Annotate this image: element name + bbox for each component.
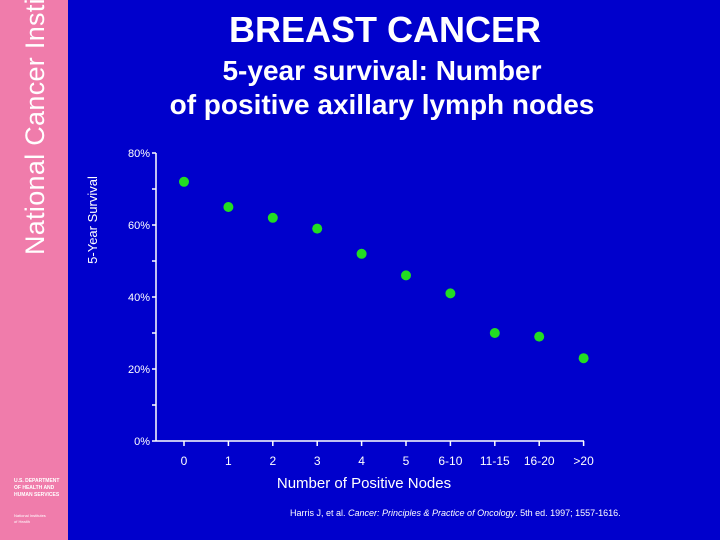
- x-tick-label: >20: [573, 454, 594, 468]
- citation-journal: Cancer: Principles & Practice of Oncolog…: [348, 508, 516, 518]
- citation: Harris J, et al. Cancer: Principles & Pr…: [290, 508, 710, 518]
- data-point: [312, 223, 323, 234]
- x-tick-label: 0: [181, 454, 188, 468]
- x-tick-label: 5: [403, 454, 410, 468]
- data-point: [267, 212, 278, 223]
- data-point: [534, 331, 545, 342]
- x-tick-label: 11-15: [480, 454, 510, 468]
- dept-line: Human Services: [14, 492, 60, 498]
- x-tick-label: 1: [225, 454, 232, 468]
- x-tick-label: 3: [314, 454, 321, 468]
- data-point: [489, 328, 500, 338]
- x-tick-label: 2: [269, 454, 276, 468]
- x-axis-label: Number of Positive Nodes: [277, 475, 451, 492]
- subtitle-line-1: 5-year survival: Number: [222, 55, 542, 86]
- x-tick-label: 16-20: [524, 454, 555, 468]
- citation-authors: Harris J, et al.: [290, 508, 349, 518]
- citation-details: . 5th ed. 1997; 1557-1616.: [515, 508, 621, 518]
- sidebar: National Cancer Institute U.S. Departmen…: [0, 0, 68, 540]
- data-point: [401, 270, 411, 281]
- page-subtitle: 5-year survival: Number of positive axil…: [112, 54, 652, 122]
- nih-text: National Institutes of Health: [14, 513, 68, 525]
- data-point: [356, 248, 367, 259]
- y-tick-label: 40%: [128, 292, 150, 304]
- x-tick-label: 6-10: [438, 454, 462, 468]
- nih-line: of Health: [14, 519, 31, 524]
- y-tick-label: 80%: [128, 148, 150, 160]
- x-tick-label: 4: [358, 454, 365, 468]
- y-tick-label: 60%: [128, 220, 150, 232]
- y-tick-label: 20%: [128, 364, 150, 376]
- hhs-logo-text: U.S. Department of Health and Human Serv…: [14, 478, 68, 499]
- page-title: BREAST CANCER: [228, 9, 541, 50]
- dept-line: U.S. Department: [14, 478, 60, 484]
- data-point: [445, 288, 456, 299]
- data-point: [179, 176, 189, 187]
- nih-line: National Institutes: [14, 513, 46, 518]
- data-point: [223, 202, 234, 212]
- dept-line: of Health and: [14, 485, 55, 491]
- subtitle-line-2: of positive axillary lymph nodes: [169, 89, 595, 120]
- y-tick-label: 0%: [134, 436, 150, 448]
- data-point: [578, 353, 589, 364]
